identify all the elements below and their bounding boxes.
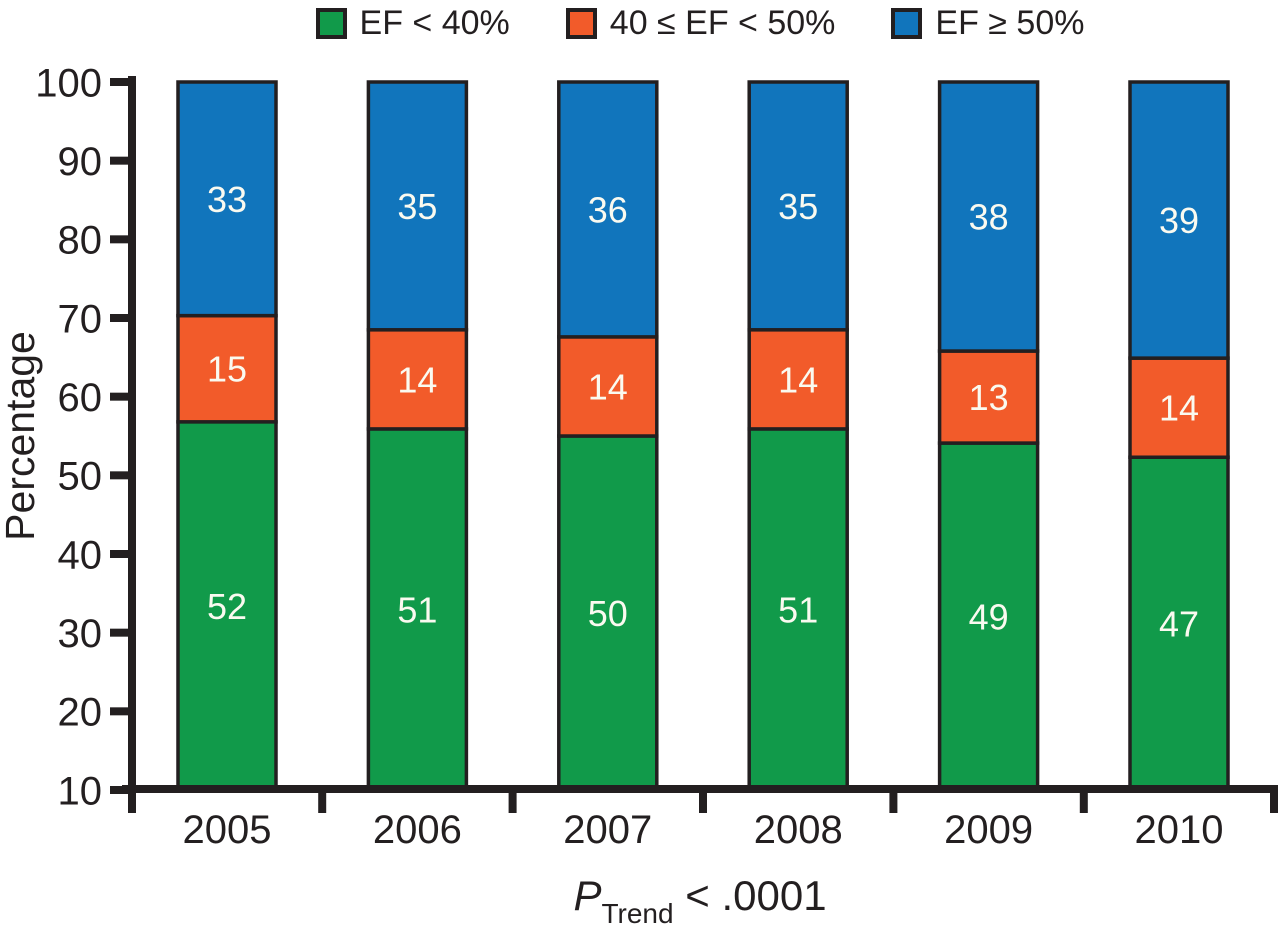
x-axis-tick xyxy=(1079,793,1088,813)
y-axis-tick-label: 40 xyxy=(58,533,103,577)
bar-segment-label: 33 xyxy=(207,179,247,220)
bar-segment-label: 51 xyxy=(397,589,437,630)
legend-label: 40 ≤ EF < 50% xyxy=(609,3,836,42)
y-axis-tick xyxy=(110,235,128,244)
legend-label: EF ≥ 50% xyxy=(935,3,1085,42)
bar-segment-label: 47 xyxy=(1159,604,1199,645)
bar-segment-label: 36 xyxy=(588,189,628,230)
bar-segment xyxy=(1128,455,1230,792)
legend-item-ef-ge-50: EF ≥ 50% xyxy=(891,4,1084,43)
p-symbol: P xyxy=(573,872,601,919)
bar-segment xyxy=(747,328,849,431)
bar-segment xyxy=(176,80,278,318)
bar-segment-label: 38 xyxy=(969,196,1009,237)
bar-segment-label: 14 xyxy=(588,366,628,407)
bar-segment-label: 13 xyxy=(969,377,1009,418)
x-axis-category-label: 2009 xyxy=(944,808,1033,852)
legend-label: EF < 40% xyxy=(359,3,510,42)
bar-segment xyxy=(557,80,659,339)
y-axis-tick xyxy=(110,156,128,165)
x-axis-tick xyxy=(318,793,327,813)
bar-segment-label: 14 xyxy=(397,359,437,400)
bar-segment xyxy=(1128,356,1230,459)
y-axis-line xyxy=(128,76,136,813)
legend-item-ef-lt-40: EF < 40% xyxy=(315,3,510,43)
y-axis-tick xyxy=(110,707,128,716)
bar-segment-label: 35 xyxy=(778,186,818,227)
bar-segment-label: 49 xyxy=(969,597,1009,638)
x-axis-category-label: 2006 xyxy=(373,808,462,852)
bar-segment-label: 15 xyxy=(207,349,247,390)
bar-segment xyxy=(747,80,849,332)
y-axis-tick xyxy=(110,314,128,322)
legend-swatch-orange xyxy=(565,7,597,39)
y-axis-tick xyxy=(110,78,128,86)
y-axis-tick-label: 100 xyxy=(35,61,102,105)
y-axis-tick xyxy=(110,550,128,558)
bar-segment-label: 50 xyxy=(588,593,628,634)
y-axis-tick xyxy=(110,628,128,637)
y-axis-tick xyxy=(110,392,128,401)
x-axis-line xyxy=(122,785,1278,793)
chart-legend: EF < 40% 40 ≤ EF < 50% EF ≥ 50% xyxy=(122,2,1278,44)
bar-segment-label: 14 xyxy=(778,359,818,400)
x-axis-tick xyxy=(508,793,517,813)
bar-segment xyxy=(366,328,469,431)
bar-segment xyxy=(1128,80,1230,360)
x-axis-category-label: 2005 xyxy=(183,808,272,852)
y-axis-tick xyxy=(110,786,128,794)
bar-segment xyxy=(937,349,1040,445)
y-axis-tick-label: 90 xyxy=(58,140,103,184)
legend-item-ef-40-50: 40 ≤ EF < 50% xyxy=(565,3,836,43)
bar-segment xyxy=(937,80,1040,353)
x-axis-category-label: 2008 xyxy=(754,808,843,852)
p-subscript: Trend xyxy=(601,898,673,929)
x-axis-category-label: 2007 xyxy=(563,808,652,852)
bar-segment-label: 52 xyxy=(207,586,247,627)
y-axis-label: Percentage xyxy=(0,331,43,541)
y-axis-tick-label: 30 xyxy=(58,612,103,656)
p-comparison: < .0001 xyxy=(674,872,827,919)
bar-segment-label: 35 xyxy=(397,186,437,227)
y-axis-tick-label: 10 xyxy=(58,769,103,813)
bar-segment xyxy=(366,80,469,332)
bar-segment-label: 39 xyxy=(1159,200,1199,241)
bar-segment-label: 14 xyxy=(1159,388,1199,429)
bar-segment xyxy=(937,441,1040,792)
x-axis-tick xyxy=(699,793,707,813)
plot-area: 52 15 33 2005 51 14 35 2006 50 14 36 2007 51 14 35 2008… xyxy=(35,61,1278,852)
legend-swatch-green xyxy=(315,7,347,39)
y-axis-tick-label: 80 xyxy=(58,219,103,263)
y-axis-tick xyxy=(110,471,128,480)
legend-swatch-blue xyxy=(891,7,923,39)
x-axis-category-label: 2010 xyxy=(1135,808,1224,852)
p-trend-annotation: PTrend < .0001 xyxy=(573,872,826,929)
bar-segment-label: 51 xyxy=(778,589,818,630)
x-axis-end-tick xyxy=(1270,793,1278,813)
y-axis-tick-label: 70 xyxy=(58,297,103,341)
y-axis-tick-label: 60 xyxy=(58,376,103,420)
y-axis-tick-label: 50 xyxy=(58,455,103,499)
x-axis-tick xyxy=(889,793,898,813)
y-axis-tick-label: 20 xyxy=(58,691,103,735)
